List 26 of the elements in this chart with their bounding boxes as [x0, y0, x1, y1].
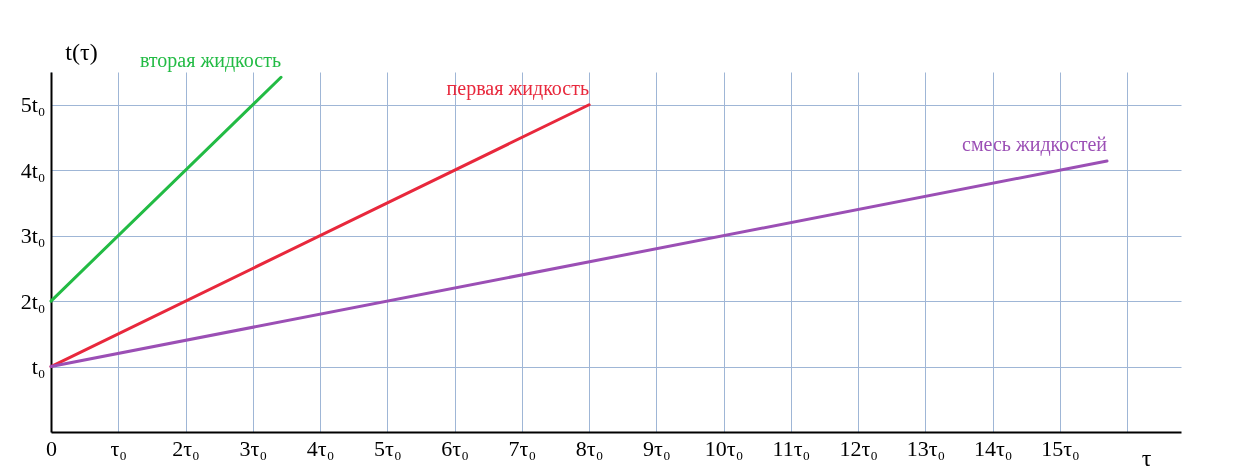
x-tick-label: 0: [46, 435, 57, 461]
series-label: вторая жидкость: [139, 49, 282, 73]
x-tick-label: τ₀: [110, 435, 128, 461]
y-tick-label: t₀: [31, 354, 46, 380]
x-tick-label: 3τ₀: [239, 435, 268, 461]
series-label: смесь жидкостей: [962, 133, 1108, 157]
x-tick-label: 10τ₀: [704, 435, 744, 461]
x-tick-label: 12τ₀: [839, 435, 878, 461]
y-tick-label: 5t₀: [20, 92, 46, 118]
y-axis-title: t(τ): [65, 38, 98, 65]
y-tick-label: 2t₀: [20, 288, 46, 314]
x-tick-label: 9τ₀: [643, 435, 671, 461]
x-tick-label: 5τ₀: [374, 435, 402, 461]
x-tick-label: 6τ₀: [441, 435, 469, 461]
x-tick-label: 7τ₀: [508, 435, 537, 461]
x-tick-label: 4τ₀: [306, 435, 335, 461]
x-tick-label: 15τ₀: [1041, 435, 1080, 461]
x-tick-label: 13τ₀: [906, 435, 946, 461]
x-tick-label: 2τ₀: [172, 435, 200, 461]
y-tick-label: 3t₀: [20, 223, 46, 249]
x-tick-label: 11τ₀: [772, 435, 811, 461]
x-axis-title: τ: [1141, 444, 1152, 471]
y-tick-label: 4t₀: [20, 157, 46, 183]
x-tick-label: 8τ₀: [575, 435, 604, 461]
x-tick-label: 14τ₀: [973, 435, 1013, 461]
series-label: первая жидкость: [446, 76, 590, 100]
